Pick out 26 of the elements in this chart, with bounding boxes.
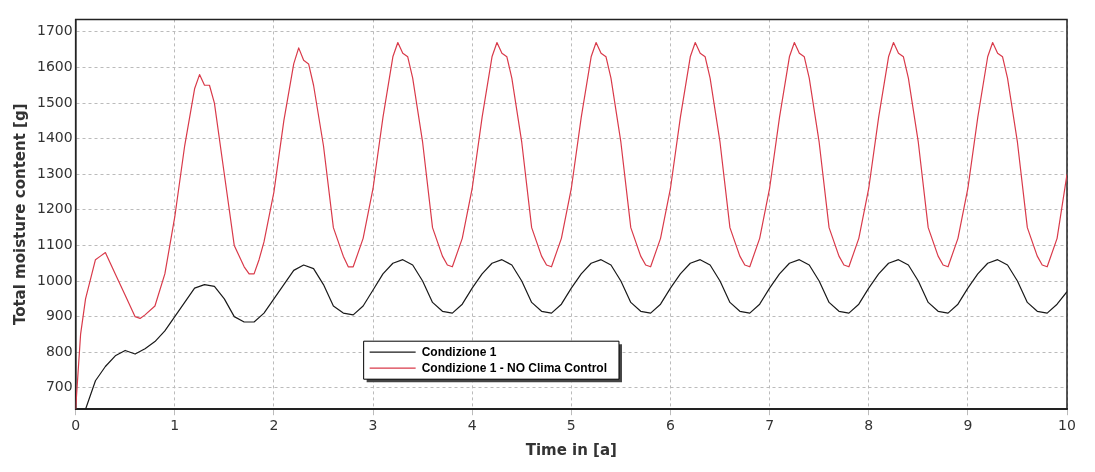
y-tick-label: 900	[45, 307, 73, 324]
y-tick-label: 1000	[36, 271, 73, 288]
y-tick-label: 1400	[36, 129, 73, 146]
legend-label: Condizione 1 - NO Clima Control	[421, 360, 607, 375]
x-tick-label: 5	[566, 417, 576, 434]
y-tick-label: 1100	[36, 236, 73, 253]
y-tick-label: 800	[45, 342, 73, 359]
x-tick-label: 3	[368, 417, 378, 434]
y-axis-title: Total moisture content [g]	[10, 103, 29, 326]
x-tick-label: 4	[467, 417, 477, 434]
y-tick-label: 1200	[36, 200, 73, 217]
y-tick-label: 1700	[36, 22, 73, 39]
x-tick-label: 1	[170, 417, 180, 434]
y-tick-label: 1300	[36, 164, 73, 181]
y-tick-label: 1500	[36, 93, 73, 110]
x-tick-label: 0	[71, 417, 81, 434]
x-tick-label: 6	[665, 417, 675, 434]
legend-label: Condizione 1	[421, 344, 497, 359]
x-axis-title: Time in [a]	[525, 440, 617, 459]
x-tick-label: 8	[864, 417, 874, 434]
x-tick-label: 9	[963, 417, 973, 434]
y-tick-label: 1600	[36, 58, 73, 75]
x-tick-label: 7	[765, 417, 775, 434]
x-tick-label: 10	[1058, 417, 1076, 434]
y-tick-label: 700	[45, 378, 73, 395]
x-tick-label: 2	[269, 417, 279, 434]
